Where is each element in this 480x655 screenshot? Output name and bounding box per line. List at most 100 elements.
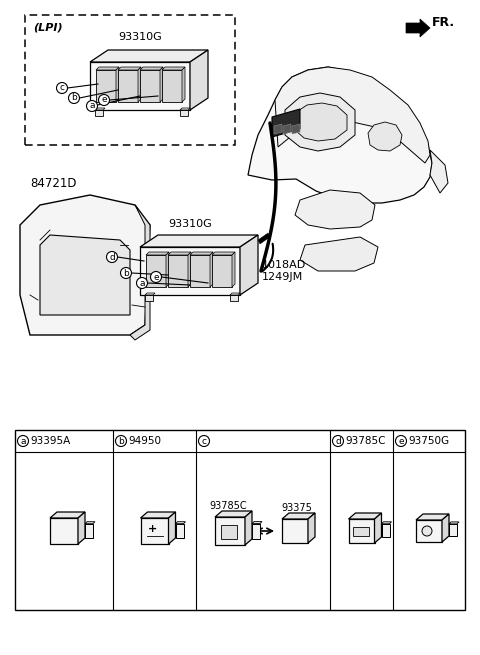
Text: 93375: 93375 [282, 503, 312, 513]
Polygon shape [406, 19, 430, 37]
Text: 94950: 94950 [128, 436, 161, 446]
Polygon shape [130, 205, 150, 340]
Polygon shape [95, 110, 103, 116]
Polygon shape [442, 514, 449, 542]
Text: b: b [123, 269, 129, 278]
Text: e: e [153, 272, 159, 282]
Polygon shape [308, 513, 315, 543]
Text: e: e [101, 96, 107, 105]
Text: 1249JM: 1249JM [262, 272, 303, 282]
Circle shape [422, 526, 432, 536]
Polygon shape [430, 150, 448, 193]
Polygon shape [212, 252, 235, 255]
Circle shape [333, 436, 344, 447]
Polygon shape [272, 109, 300, 137]
Polygon shape [78, 512, 85, 544]
Polygon shape [90, 50, 208, 62]
Polygon shape [230, 293, 240, 295]
Polygon shape [40, 235, 130, 315]
Bar [140, 70, 160, 102]
Polygon shape [449, 522, 459, 524]
Polygon shape [116, 67, 119, 102]
Polygon shape [275, 67, 430, 163]
Text: b: b [71, 94, 77, 102]
Text: c: c [202, 436, 206, 445]
Polygon shape [180, 108, 190, 110]
Text: (LPI): (LPI) [33, 23, 62, 33]
Polygon shape [168, 512, 176, 544]
Circle shape [396, 436, 407, 447]
Polygon shape [252, 521, 262, 523]
Polygon shape [215, 511, 252, 517]
Polygon shape [382, 522, 392, 524]
Text: e: e [398, 436, 404, 445]
Polygon shape [96, 67, 119, 70]
Bar [146, 255, 166, 287]
Polygon shape [190, 50, 208, 110]
Polygon shape [141, 512, 176, 518]
Polygon shape [274, 124, 282, 134]
Text: 93310G: 93310G [168, 219, 212, 229]
Text: 93310G: 93310G [118, 32, 162, 42]
Polygon shape [374, 513, 382, 543]
Polygon shape [416, 514, 449, 520]
Bar [221, 525, 237, 539]
Text: b: b [118, 436, 124, 445]
Circle shape [199, 436, 209, 447]
Polygon shape [90, 62, 190, 110]
Bar [168, 255, 188, 287]
Text: a: a [89, 102, 95, 111]
Circle shape [57, 83, 68, 94]
Polygon shape [252, 523, 260, 539]
Polygon shape [292, 124, 300, 134]
Polygon shape [232, 252, 235, 287]
Polygon shape [85, 521, 95, 524]
Polygon shape [118, 67, 141, 70]
Polygon shape [258, 233, 270, 244]
Polygon shape [50, 512, 85, 518]
Polygon shape [176, 524, 183, 538]
Polygon shape [295, 190, 375, 229]
Polygon shape [138, 67, 141, 102]
Text: d: d [109, 252, 115, 261]
Polygon shape [168, 252, 191, 255]
Polygon shape [50, 518, 78, 544]
Polygon shape [160, 67, 163, 102]
Polygon shape [176, 521, 185, 524]
Polygon shape [300, 237, 378, 271]
Polygon shape [248, 67, 432, 203]
Polygon shape [166, 252, 169, 287]
Bar [352, 527, 369, 536]
Bar [15, 430, 465, 610]
Text: 93750G: 93750G [408, 436, 449, 446]
Polygon shape [285, 93, 355, 151]
Bar [162, 70, 182, 102]
Polygon shape [145, 295, 153, 301]
Bar [212, 255, 232, 287]
Polygon shape [348, 513, 382, 519]
Polygon shape [240, 235, 258, 295]
Polygon shape [190, 252, 213, 255]
Circle shape [116, 436, 127, 447]
Text: a: a [139, 278, 145, 288]
Polygon shape [140, 247, 240, 295]
Polygon shape [162, 67, 185, 70]
Polygon shape [368, 122, 402, 151]
Circle shape [69, 92, 80, 103]
Polygon shape [145, 293, 155, 295]
Polygon shape [348, 519, 374, 543]
Polygon shape [215, 517, 245, 545]
Polygon shape [230, 295, 238, 301]
Text: 93395A: 93395A [30, 436, 70, 446]
Text: +: + [148, 524, 157, 534]
Polygon shape [416, 520, 442, 542]
Polygon shape [95, 108, 105, 110]
Polygon shape [282, 513, 315, 519]
Text: d: d [335, 436, 341, 445]
Polygon shape [295, 103, 347, 141]
Polygon shape [449, 524, 457, 536]
Bar [96, 70, 116, 102]
Text: a: a [20, 436, 26, 445]
Circle shape [86, 100, 97, 111]
Polygon shape [146, 252, 169, 255]
